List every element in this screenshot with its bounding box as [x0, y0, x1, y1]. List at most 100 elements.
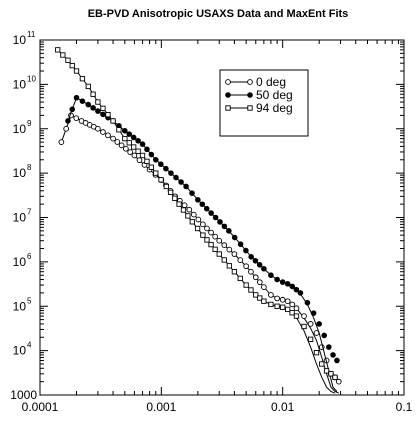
- data-point: [131, 152, 138, 159]
- data-point: [178, 179, 184, 185]
- data-point: [189, 219, 195, 225]
- data-point: [60, 52, 66, 58]
- data-point: [325, 344, 332, 350]
- legend-box: [219, 69, 309, 137]
- data-point: [208, 229, 214, 236]
- data-point: [274, 303, 280, 309]
- data-point: [122, 135, 128, 142]
- data-point: [79, 98, 86, 104]
- series-layer: [55, 47, 342, 394]
- data-point: [73, 68, 80, 74]
- data-point: [55, 47, 61, 53]
- data-point: [122, 127, 128, 134]
- data-point: [304, 299, 311, 306]
- data-point: [135, 137, 141, 144]
- data-point: [186, 206, 193, 213]
- data-point: [144, 158, 150, 165]
- y-tick-exponent: 4: [27, 341, 32, 350]
- data-point: [73, 115, 80, 122]
- series-2: [55, 47, 338, 394]
- data-point: [95, 108, 101, 114]
- data-point: [73, 94, 80, 101]
- data-point: [256, 279, 263, 286]
- x-tick-label: 0.001: [146, 400, 176, 414]
- data-point: [332, 374, 338, 380]
- data-point: [293, 286, 300, 293]
- data-point: [216, 237, 223, 244]
- data-point: [279, 296, 286, 303]
- data-point: [237, 257, 244, 263]
- data-point: [173, 174, 179, 181]
- data-point: [257, 295, 263, 301]
- data-point: [217, 219, 223, 225]
- chart-title: EB-PVD Anisotropic USAXS Data and MaxEnt…: [88, 8, 349, 20]
- data-point: [176, 201, 182, 207]
- data-point: [195, 197, 201, 203]
- x-tick-label: 0.1: [396, 400, 413, 414]
- data-point: [216, 251, 222, 257]
- data-point: [114, 139, 121, 145]
- data-point: [163, 183, 170, 190]
- data-point: [323, 368, 330, 374]
- data-point: [85, 101, 92, 108]
- data-point: [126, 131, 133, 137]
- data-point: [212, 214, 219, 221]
- data-point: [90, 91, 96, 97]
- data-point: [194, 225, 201, 232]
- data-point: [152, 156, 159, 163]
- data-point: [116, 127, 122, 133]
- data-point: [200, 232, 206, 238]
- y-tick-label: 1000: [10, 388, 37, 402]
- data-point: [293, 305, 300, 312]
- data-point: [58, 139, 65, 145]
- data-point: [95, 99, 101, 105]
- y-tick-label: 10: [13, 255, 27, 269]
- legend-marker: [247, 79, 253, 85]
- data-point: [307, 321, 314, 327]
- data-point: [253, 292, 259, 298]
- data-point: [226, 228, 232, 234]
- data-point: [183, 183, 189, 190]
- data-point: [231, 234, 238, 241]
- legend-marker: [225, 105, 231, 111]
- data-point: [130, 134, 137, 141]
- data-point: [110, 118, 116, 124]
- data-point: [284, 298, 291, 305]
- data-point: [289, 310, 295, 316]
- data-point: [221, 223, 228, 230]
- data-point: [136, 157, 143, 164]
- data-point: [168, 170, 174, 176]
- data-point: [153, 170, 159, 176]
- data-point: [126, 140, 132, 146]
- y-tick-exponent: 9: [27, 119, 32, 128]
- x-tick-label: 0.01: [271, 400, 295, 414]
- data-point: [248, 287, 254, 293]
- data-point: [100, 105, 106, 111]
- data-point: [181, 202, 188, 209]
- data-point: [221, 242, 228, 249]
- data-point: [203, 205, 210, 212]
- fit-line: [67, 96, 338, 392]
- data-point: [158, 177, 164, 183]
- data-point: [301, 313, 307, 319]
- data-point: [285, 306, 291, 313]
- data-point: [131, 144, 137, 150]
- data-point: [289, 301, 296, 308]
- series-1: [65, 94, 340, 392]
- data-point: [280, 304, 286, 310]
- data-point: [204, 237, 210, 243]
- data-point: [248, 268, 254, 275]
- y-tick-exponent: 5: [27, 296, 32, 305]
- data-point: [226, 246, 233, 253]
- data-point: [189, 190, 195, 196]
- data-point: [268, 301, 274, 308]
- data-point: [105, 132, 111, 139]
- data-point: [135, 148, 141, 154]
- data-point: [293, 313, 300, 319]
- data-point: [208, 241, 214, 248]
- data-point: [212, 233, 218, 240]
- data-point: [319, 361, 325, 367]
- data-point: [144, 146, 150, 153]
